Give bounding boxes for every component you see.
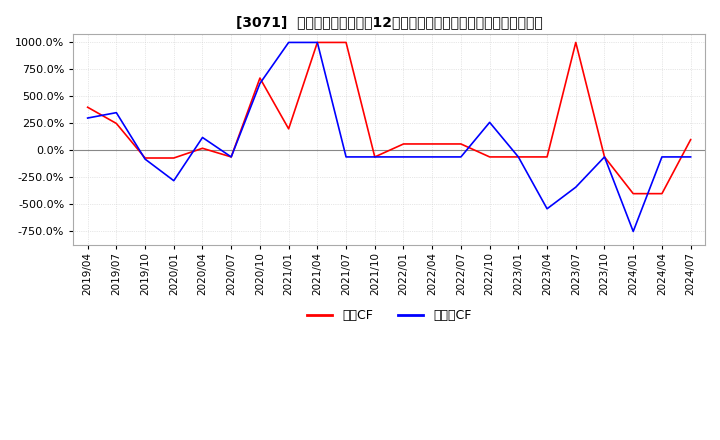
営業CF <box>600 154 609 160</box>
フリーCF <box>227 154 235 160</box>
フリーCF <box>629 229 637 234</box>
営業CF <box>514 154 523 160</box>
フリーCF <box>657 154 666 160</box>
フリーCF <box>456 154 465 160</box>
フリーCF <box>514 154 523 160</box>
営業CF <box>256 75 264 81</box>
フリーCF <box>169 178 178 183</box>
営業CF <box>84 105 92 110</box>
Title: [3071]  キャッシュフローの12か月移動合計の対前年同期増減率の推移: [3071] キャッシュフローの12か月移動合計の対前年同期増減率の推移 <box>235 15 542 29</box>
営業CF <box>485 154 494 160</box>
営業CF <box>428 141 436 147</box>
営業CF <box>572 40 580 45</box>
フリーCF <box>399 154 408 160</box>
営業CF <box>342 40 351 45</box>
営業CF <box>140 155 149 161</box>
Line: 営業CF: 営業CF <box>88 42 690 194</box>
営業CF <box>686 137 695 142</box>
フリーCF <box>428 154 436 160</box>
Legend: 営業CF, フリーCF: 営業CF, フリーCF <box>302 304 476 327</box>
営業CF <box>313 40 322 45</box>
フリーCF <box>256 81 264 86</box>
営業CF <box>169 155 178 161</box>
フリーCF <box>140 157 149 162</box>
フリーCF <box>485 120 494 125</box>
営業CF <box>657 191 666 196</box>
営業CF <box>543 154 552 160</box>
フリーCF <box>686 154 695 160</box>
Line: フリーCF: フリーCF <box>88 42 690 231</box>
営業CF <box>227 154 235 160</box>
フリーCF <box>600 154 609 160</box>
フリーCF <box>313 40 322 45</box>
フリーCF <box>342 154 351 160</box>
フリーCF <box>572 184 580 190</box>
営業CF <box>371 154 379 160</box>
フリーCF <box>84 115 92 121</box>
営業CF <box>198 146 207 151</box>
フリーCF <box>284 40 293 45</box>
営業CF <box>112 121 121 126</box>
フリーCF <box>198 135 207 140</box>
営業CF <box>399 141 408 147</box>
営業CF <box>629 191 637 196</box>
フリーCF <box>371 154 379 160</box>
フリーCF <box>543 206 552 211</box>
フリーCF <box>112 110 121 115</box>
営業CF <box>284 126 293 132</box>
営業CF <box>456 141 465 147</box>
